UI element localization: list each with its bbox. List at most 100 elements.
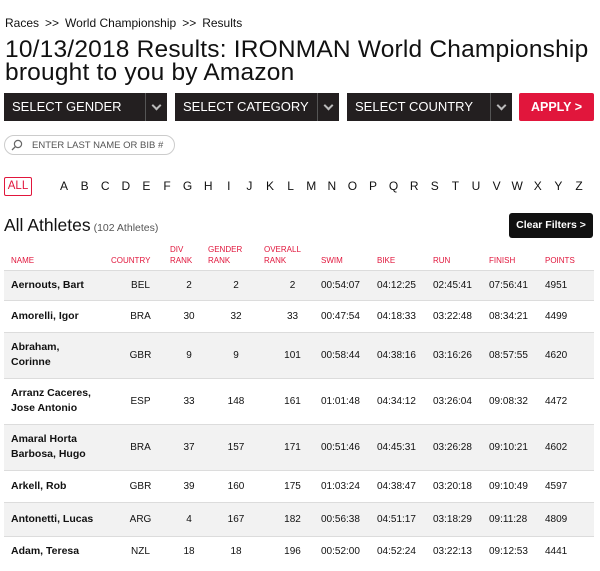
athlete-name-link[interactable]: Amorelli, Igor	[4, 299, 111, 332]
cell-overall: 33	[264, 299, 321, 332]
cell-run: 03:26:04	[433, 377, 489, 424]
alphabet-letter-w[interactable]: W	[511, 179, 523, 193]
search-box	[4, 135, 175, 155]
apply-button[interactable]: APPLY >	[519, 93, 594, 121]
alphabet-letter-z[interactable]: Z	[575, 179, 583, 193]
athlete-name-link[interactable]: Adam, Teresa	[4, 535, 111, 566]
cell-points: 4620	[545, 331, 594, 378]
cell-gender: 157	[208, 423, 264, 470]
athlete-name-link[interactable]: Antonetti, Lucas	[4, 501, 111, 536]
cell-div: 33	[170, 377, 208, 424]
gender-select[interactable]: SELECT GENDER	[4, 93, 167, 121]
table-row[interactable]: Amorelli, Igor BRA 30 32 33 00:47:54 04:18:33 0…	[4, 299, 594, 332]
alphabet-letter-o[interactable]: O	[347, 179, 358, 193]
alphabet-letter-x[interactable]: X	[533, 179, 542, 193]
alphabet-letter-u[interactable]: U	[471, 179, 481, 193]
cell-finish: 09:11:28	[489, 501, 545, 536]
alphabet-letter-v[interactable]: V	[492, 179, 501, 193]
cell-overall: 171	[264, 423, 321, 470]
alphabet-letter-p[interactable]: P	[368, 179, 377, 193]
alphabet-letter-b[interactable]: B	[80, 179, 89, 193]
cell-run: 03:16:26	[433, 331, 489, 378]
header-country[interactable]: COUNTRY	[111, 255, 151, 265]
alphabet-letter-l[interactable]: L	[287, 179, 294, 193]
cell-swim: 01:01:48	[321, 377, 377, 424]
cell-div: 30	[170, 299, 208, 332]
table-row[interactable]: Antonetti, Lucas ARG 4 167 182 00:56:38 04:51:…	[4, 501, 594, 536]
athlete-name-line: Corinne	[11, 356, 51, 368]
alphabet-letter-j[interactable]: J	[246, 179, 253, 193]
cell-overall: 196	[264, 535, 321, 566]
filter-bar: SELECT GENDER SELECT CATEGORY SELECT COU…	[4, 93, 594, 121]
country-select[interactable]: SELECT COUNTRY	[347, 93, 512, 121]
table-row[interactable]: Aernouts, Bart BEL 2 2 2 00:54:07 04:12:25 02:4…	[4, 269, 594, 300]
alphabet-letter-y[interactable]: Y	[554, 179, 563, 193]
cell-country: BRA	[111, 423, 170, 470]
header-bike[interactable]: BIKE	[377, 255, 396, 265]
table-row[interactable]: Amaral Horta Barbosa, Hugo BRA 37 157 171 00:5…	[4, 423, 594, 470]
athlete-name-link[interactable]: Aernouts, Bart	[4, 269, 111, 300]
athlete-name-line: Amorelli, Igor	[11, 309, 79, 322]
athlete-name-line: Arkell, Rob	[11, 479, 67, 492]
breadcrumb-link-world-championship[interactable]: World Championship	[65, 16, 177, 30]
header-overall-rank-line1: OVERALL	[264, 244, 301, 254]
alphabet-letter-c[interactable]: C	[100, 179, 110, 193]
alphabet-letter-q[interactable]: Q	[388, 179, 399, 193]
cell-bike: 04:52:24	[377, 535, 433, 566]
alphabet-letter-r[interactable]: R	[409, 179, 419, 193]
athlete-name-link[interactable]: Amaral Horta Barbosa, Hugo	[4, 423, 111, 470]
athlete-name-line: Adam, Teresa	[11, 544, 80, 557]
athlete-name-link[interactable]: Abraham, Corinne	[4, 331, 111, 378]
clear-filters-button[interactable]: Clear Filters >	[509, 213, 593, 238]
table-row[interactable]: Arranz Caceres, Jose Antonio ESP 33 148 161 01…	[4, 377, 594, 424]
chevron-down-icon	[490, 93, 512, 121]
header-points[interactable]: POINTS	[545, 255, 575, 265]
cell-swim: 00:47:54	[321, 299, 377, 332]
header-div-rank[interactable]: DIV RANK	[170, 240, 208, 270]
header-gender-rank[interactable]: GENDER RANK	[208, 240, 264, 270]
cell-run: 03:18:29	[433, 501, 489, 536]
table-row[interactable]: Adam, Teresa NZL 18 18 196 00:52:00 04:52:24 03…	[4, 535, 594, 566]
alphabet-letter-f[interactable]: F	[163, 179, 171, 193]
cell-country: NZL	[111, 535, 170, 566]
header-run[interactable]: RUN	[433, 255, 451, 265]
breadcrumb-link-races[interactable]: Races	[5, 16, 40, 30]
alphabet-letter-a[interactable]: A	[59, 179, 68, 193]
header-overall-rank[interactable]: OVERALL RANK	[264, 240, 321, 270]
athletes-heading: All Athletes (102 Athletes)	[4, 215, 158, 236]
cell-gender: 160	[208, 469, 264, 502]
header-div-rank-line2: RANK	[170, 255, 193, 265]
header-swim[interactable]: SWIM	[321, 255, 343, 265]
alphabet-all[interactable]: ALL	[4, 177, 32, 196]
alphabet-letter-g[interactable]: G	[182, 179, 193, 193]
category-select[interactable]: SELECT CATEGORY	[175, 93, 339, 121]
cell-swim: 00:52:00	[321, 535, 377, 566]
header-name[interactable]: NAME	[11, 255, 35, 265]
table-row[interactable]: Arkell, Rob GBR 39 160 175 01:03:24 04:38:47 03…	[4, 469, 594, 502]
alphabet-letter-i[interactable]: I	[227, 179, 231, 193]
athlete-name-link[interactable]: Arkell, Rob	[4, 469, 111, 502]
breadcrumb-current: Results	[202, 16, 243, 30]
athlete-name-link[interactable]: Arranz Caceres, Jose Antonio	[4, 377, 111, 424]
header-gender-rank-line2: RANK	[208, 255, 231, 265]
alphabet-letter-t[interactable]: T	[451, 179, 460, 193]
alphabet-letter-s[interactable]: S	[430, 179, 439, 193]
search-input[interactable]	[32, 138, 170, 152]
search-icon	[11, 139, 23, 151]
category-select-label: SELECT CATEGORY	[183, 99, 309, 114]
cell-run: 03:20:18	[433, 469, 489, 502]
alphabet-letter-e[interactable]: E	[142, 179, 151, 193]
header-finish[interactable]: FINISH	[489, 255, 516, 265]
table-row[interactable]: Abraham, Corinne GBR 9 9 101 00:58:44 04:38:16 0…	[4, 331, 594, 378]
alphabet-letter-n[interactable]: N	[327, 179, 337, 193]
athlete-name-line: Antonetti, Lucas	[11, 512, 94, 525]
alphabet-letter-h[interactable]: H	[203, 179, 213, 193]
cell-run: 03:26:28	[433, 423, 489, 470]
alphabet-letter-k[interactable]: K	[265, 179, 274, 193]
cell-run: 02:45:41	[433, 269, 489, 300]
athlete-name-line: Amaral Horta	[11, 433, 77, 445]
alphabet-letter-m[interactable]: M	[306, 179, 317, 193]
cell-overall: 161	[264, 377, 321, 424]
cell-overall: 101	[264, 331, 321, 378]
alphabet-letter-d[interactable]: D	[121, 179, 131, 193]
